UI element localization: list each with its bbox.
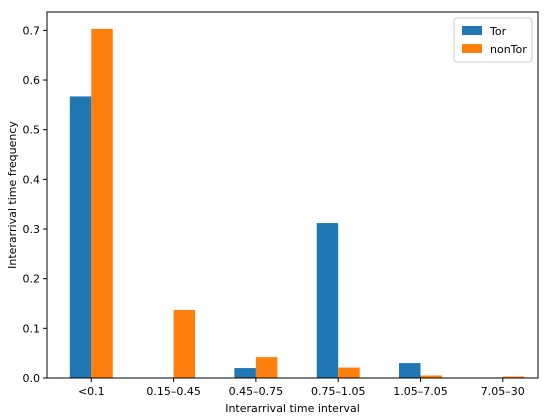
y-tick-label: 0.5 xyxy=(23,124,41,137)
bar-nontor-2 xyxy=(255,357,278,378)
y-tick-label: 0.0 xyxy=(23,372,41,385)
bar-nontor-3 xyxy=(338,367,360,378)
x-axis-ticks: <0.1 0.15–0.45 0.45–0.75 0.75–1.05 1.05–7.05… xyxy=(78,378,525,398)
x-tick-label: 0.15–0.45 xyxy=(146,385,200,398)
x-tick-label: 1.05–7.05 xyxy=(393,385,447,398)
y-tick-label: 0.7 xyxy=(23,24,41,37)
y-tick-label: 0.1 xyxy=(23,322,41,335)
legend-label-nontor: nonTor xyxy=(490,43,527,56)
bar-nontor-5 xyxy=(502,376,525,378)
y-tick-label: 0.4 xyxy=(23,173,41,186)
plot-frame xyxy=(46,11,539,379)
y-axis-label: Interarrival time frequency xyxy=(6,121,19,269)
legend-swatch-tor xyxy=(462,26,482,35)
bars-layer xyxy=(69,28,525,379)
x-axis-label: Interarrival time interval xyxy=(225,402,360,415)
y-axis-ticks: 0.0 0.1 0.2 0.3 0.4 0.5 0.6 0.7 xyxy=(23,24,47,385)
x-tick-label: 0.45–0.75 xyxy=(229,385,283,398)
bar-nontor-4 xyxy=(420,375,442,378)
legend-swatch-nontor xyxy=(462,44,482,53)
x-tick-label: 0.75–1.05 xyxy=(311,385,365,398)
bar-nontor-1 xyxy=(173,309,196,378)
bar-tor-3 xyxy=(316,223,339,378)
legend: Tor nonTor xyxy=(453,17,533,63)
y-tick-label: 0.3 xyxy=(23,223,41,236)
bar-tor-0 xyxy=(69,96,92,379)
bar-tor-4 xyxy=(399,363,421,378)
bar-nontor-0 xyxy=(91,28,113,378)
legend-label-tor: Tor xyxy=(489,25,507,38)
y-tick-label: 0.6 xyxy=(23,74,41,87)
x-tick-label: <0.1 xyxy=(78,385,105,398)
x-tick-label: 7.05–30 xyxy=(481,385,525,398)
y-tick-label: 0.2 xyxy=(23,273,41,286)
bar-tor-2 xyxy=(234,368,256,378)
